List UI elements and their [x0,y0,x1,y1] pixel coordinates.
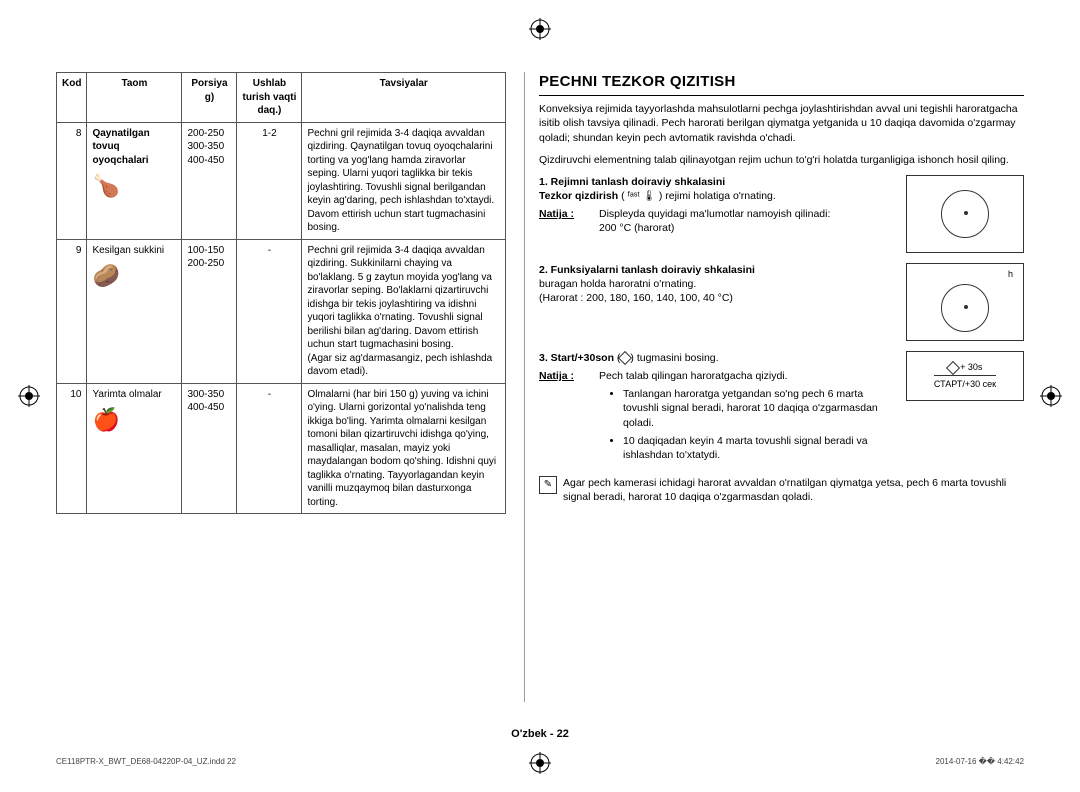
dial2-label: h [1008,268,1019,280]
cell-porsiya: 100-150 200-250 [182,239,237,383]
crop-mark-left [18,385,40,407]
left-column: Kod Taom Porsiya g) Ushlab turish vaqti … [56,72,506,702]
result-label: Natija : [539,369,589,466]
step1-result-text: Displeyda quyidagi ma'lumotlar namoyish … [599,207,830,235]
food-icon: 🥔 [92,261,176,291]
food-icon: 🍎 [92,405,176,435]
cell-taom: Yarimta olmalar🍎 [87,383,182,514]
dial3-line2: СТАРТ/+30 сек [934,375,996,390]
meta-footer: CE118PTR-X_BWT_DE68-04220P-04_UZ.indd 22… [56,757,1024,768]
cell-time: - [237,239,302,383]
intro-paragraph-2: Qizdiruvchi elementning talab qilinayotg… [539,153,1024,167]
th-tavsiya: Tavsiyalar [302,73,506,123]
table-row: 10Yarimta olmalar🍎300-350 400-450-Olmala… [57,383,506,514]
start-button-figure: + 30s СТАРТ/+30 сек [906,351,1024,401]
th-taom: Taom [87,73,182,123]
table-row: 9Kesilgan sukkini🥔100-150 200-250-Pechni… [57,239,506,383]
cell-taom: Qaynatilgan tovuq oyoqchalari🍗 [87,122,182,239]
bullet-item: 10 daqiqadan keyin 4 marta tovushli sign… [623,434,898,462]
step-2: 2. Funksiyalarni tanlash doiraviy shkala… [539,263,1024,341]
food-table: Kod Taom Porsiya g) Ushlab turish vaqti … [56,72,506,514]
step1-rest: Tezkor qizdirish ( ᶠᵃˢᵗ 🌡 ) rejimi holat… [539,189,898,203]
step2-rest: buragan holda haroratni o'rnating. (Haro… [539,277,898,305]
temp-dial-figure: h [906,263,1024,341]
cell-time: 1-2 [237,122,302,239]
dial3-line1: + 30s [960,362,982,372]
table-row: 8Qaynatilgan tovuq oyoqchalari🍗200-250 3… [57,122,506,239]
cell-time: - [237,383,302,514]
intro-paragraph-1: Konveksiya rejimida tayyorlashda mahsulo… [539,102,1024,145]
page-footer: O'zbek - 22 [56,727,1024,742]
food-icon: 🍗 [92,171,176,201]
meta-date: 2014-07-16 �� 4:42:42 [936,757,1024,768]
cell-kod: 8 [57,122,87,239]
th-porsiya: Porsiya g) [182,73,237,123]
cell-porsiya: 300-350 400-450 [182,383,237,514]
crop-mark-top [529,18,551,40]
step1-lead: 1. Rejimni tanlash doiraviy shkalasini [539,175,898,189]
step3-line: 3. Start/+30son () tugmasini bosing. [539,351,898,365]
right-column: PECHNI TEZKOR QIZITISH Konveksiya rejimi… [524,72,1024,702]
th-kod: Kod [57,73,87,123]
bullet-item: Tanlangan haroratga yetgandan so'ng pech… [623,387,898,430]
cell-porsiya: 200-250 300-350 400-450 [182,122,237,239]
note-text: Agar pech kamerasi ichidagi harorat avva… [563,476,1024,504]
mode-dial-figure [906,175,1024,253]
th-vaqti: Ushlab turish vaqti daq.) [237,73,302,123]
step3-result-text: Pech talab qilingan haroratgacha qiziydi… [599,369,898,383]
cell-kod: 10 [57,383,87,514]
step1-result: Natija : Displeyda quyidagi ma'lumotlar … [539,207,898,235]
step3-bullets: Tanlangan haroratga yetgandan so'ng pech… [623,387,898,462]
cell-advice: Pechni gril rejimida 3-4 daqiqa avvaldan… [302,122,506,239]
step3-result: Natija : Pech talab qilingan haroratgach… [539,369,898,466]
cell-taom: Kesilgan sukkini🥔 [87,239,182,383]
crop-mark-right [1040,385,1062,407]
page-content: Kod Taom Porsiya g) Ushlab turish vaqti … [56,72,1024,702]
step2-lead: 2. Funksiyalarni tanlash doiraviy shkala… [539,263,898,277]
cell-advice: Pechni gril rejimida 3-4 daqiqa avvaldan… [302,239,506,383]
cell-kod: 9 [57,239,87,383]
note: ✎ Agar pech kamerasi ichidagi harorat av… [539,476,1024,504]
step-3: 3. Start/+30son () tugmasini bosing. Nat… [539,351,1024,466]
section-title: PECHNI TEZKOR QIZITISH [539,72,1024,96]
note-icon: ✎ [539,476,557,494]
step-1: 1. Rejimni tanlash doiraviy shkalasini T… [539,175,1024,253]
meta-file: CE118PTR-X_BWT_DE68-04220P-04_UZ.indd 22 [56,757,236,768]
result-label: Natija : [539,207,589,235]
cell-advice: Olmalarni (har biri 150 g) yuving va ich… [302,383,506,514]
